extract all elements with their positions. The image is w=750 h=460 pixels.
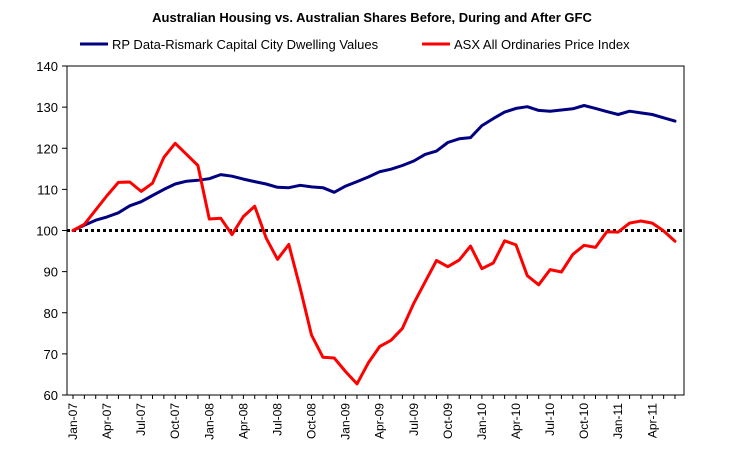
y-tick-label: 140	[36, 59, 58, 74]
x-tick-label: Jul-07	[134, 403, 148, 436]
x-tick-label: Jan-07	[66, 403, 80, 440]
x-tick-label: Jan-11	[611, 403, 625, 439]
x-tick-label: Apr-08	[236, 403, 250, 439]
x-tick-label: Oct-08	[305, 403, 319, 439]
y-tick-label: 60	[44, 388, 58, 403]
series-line-housing	[71, 104, 677, 232]
legend-label-housing: RP Data-Rismark Capital City Dwelling Va…	[112, 37, 379, 52]
x-tick-label: Apr-07	[100, 403, 114, 439]
x-axis: Jan-07 Apr-07 Jul-07 Oct-07 Jan-08 Apr-08 Jul-…	[66, 395, 676, 440]
chart-title: Australian Housing vs. Australian Shares…	[152, 10, 592, 25]
y-tick-label: 90	[44, 265, 58, 280]
x-tick-label: Apr-10	[509, 403, 523, 439]
y-tick-label: 70	[44, 347, 58, 362]
x-tick-label: Jul-09	[407, 403, 421, 436]
y-axis: 60 70 80 90 100 110 120 130 140	[36, 59, 67, 403]
y-tick-label: 80	[44, 306, 58, 321]
y-tick-label: 110	[37, 182, 58, 197]
x-tick-label: Jan-09	[339, 403, 353, 440]
x-tick-label: Apr-09	[373, 403, 387, 439]
x-tick-label: Oct-10	[577, 403, 591, 439]
x-tick-label: Jan-10	[475, 403, 489, 440]
series-line-asx	[71, 141, 677, 386]
legend: RP Data-Rismark Capital City Dwelling Va…	[80, 37, 630, 52]
x-tick-label: Oct-07	[168, 403, 182, 439]
legend-label-asx: ASX All Ordinaries Price Index	[454, 37, 630, 52]
y-tick-label: 100	[36, 224, 58, 239]
x-tick-label: Jan-08	[202, 403, 216, 440]
x-tick-label: Oct-09	[441, 403, 455, 439]
y-tick-label: 130	[36, 100, 58, 115]
x-tick-label: Apr-11	[645, 403, 659, 438]
x-tick-label: Jul-08	[270, 403, 284, 436]
y-tick-label: 120	[36, 141, 58, 156]
x-tick-label: Jul-10	[543, 403, 557, 436]
series-layer	[71, 104, 677, 386]
